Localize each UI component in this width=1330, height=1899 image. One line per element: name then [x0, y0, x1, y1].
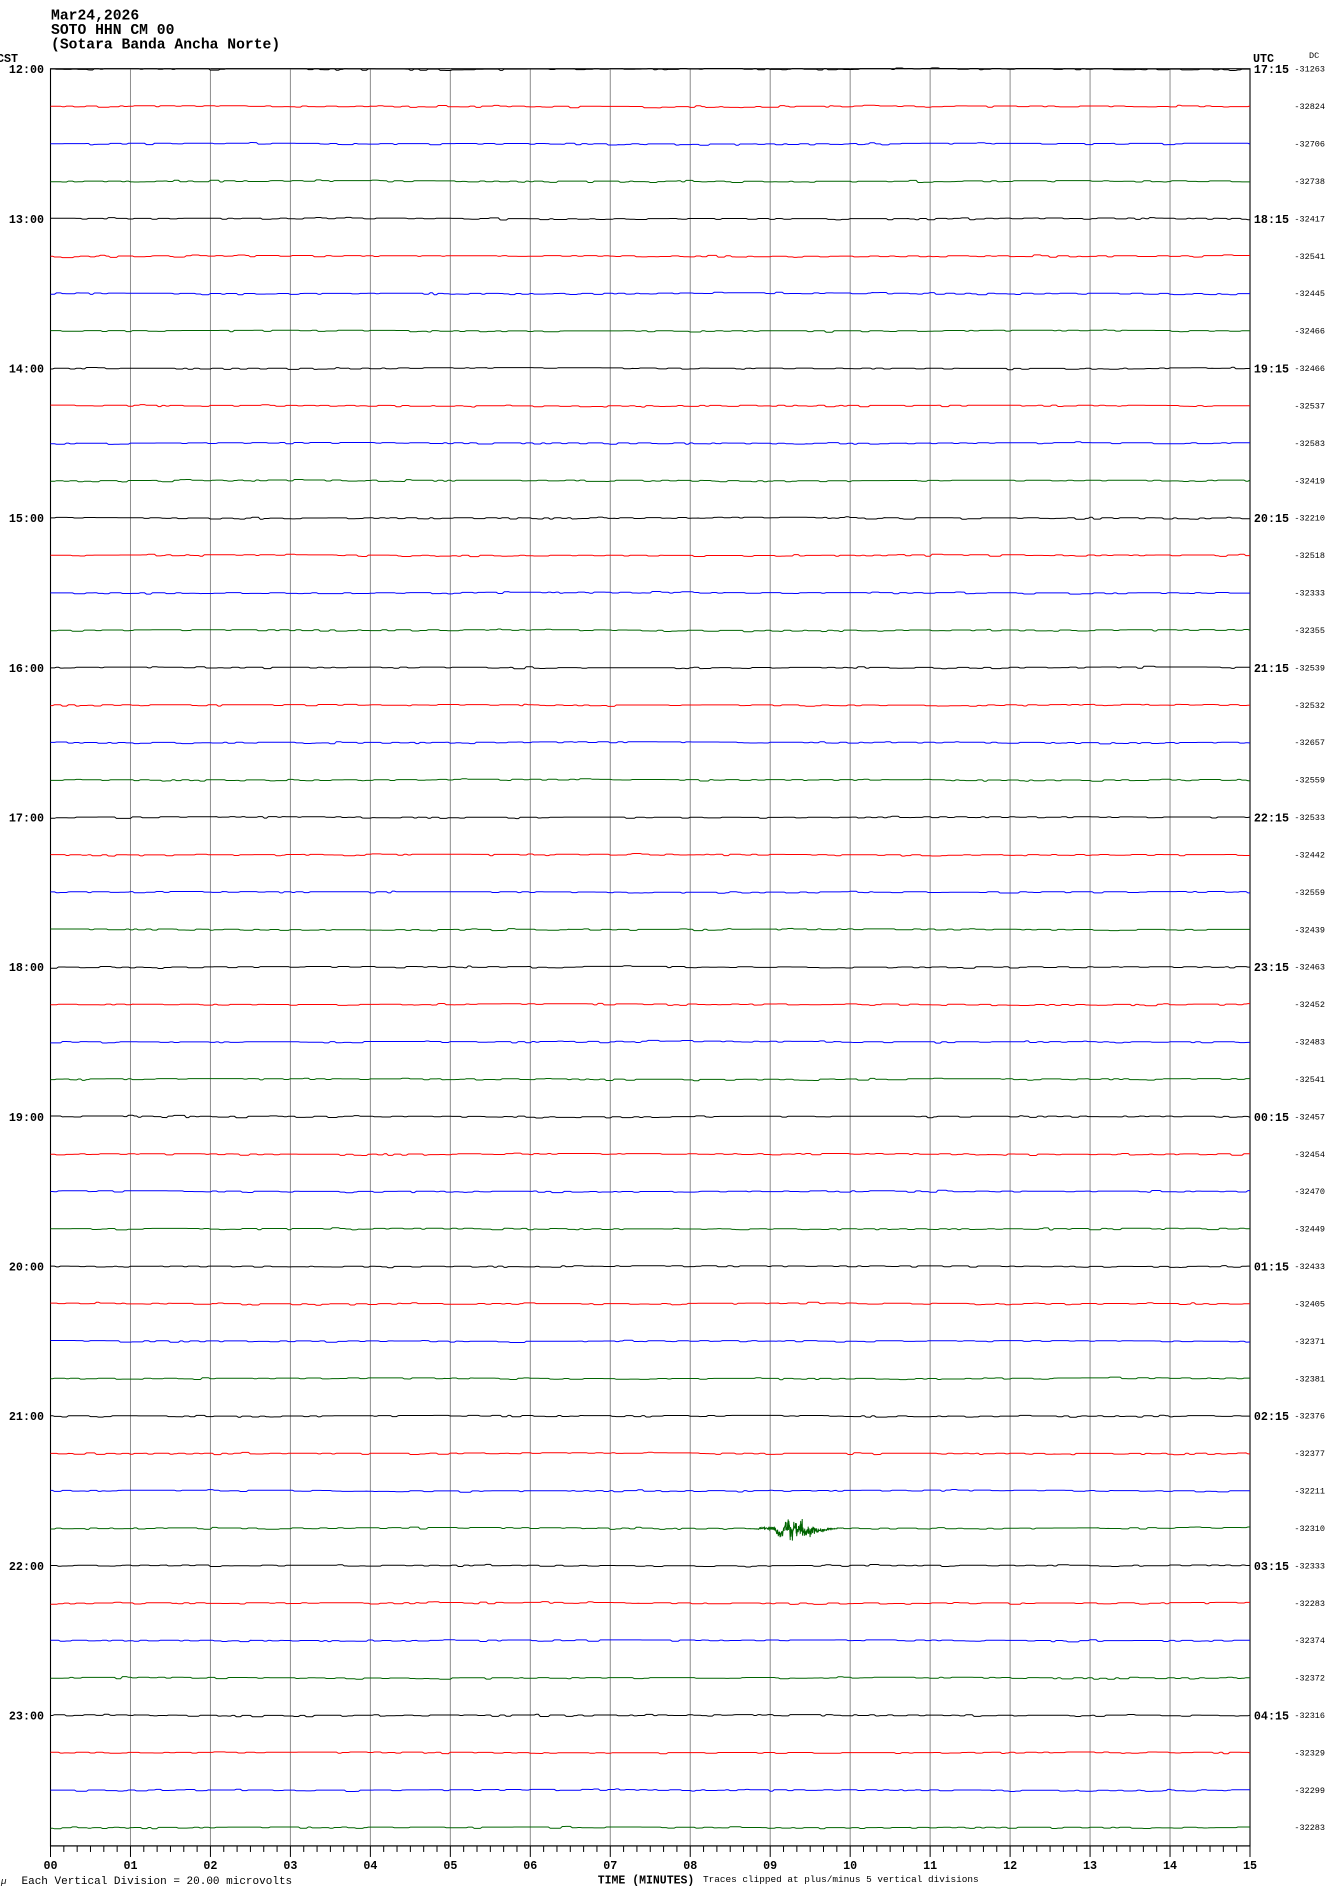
svg-text:04: 04 — [363, 1859, 377, 1873]
svg-text:23:15: 23:15 — [1254, 961, 1289, 975]
svg-text:13: 13 — [1083, 1859, 1097, 1873]
svg-text:09: 09 — [763, 1859, 777, 1873]
svg-text:13:00: 13:00 — [9, 213, 44, 227]
svg-text:-32329: -32329 — [1294, 1748, 1325, 1758]
svg-text:-32449: -32449 — [1294, 1225, 1325, 1235]
svg-text:15: 15 — [1243, 1859, 1257, 1873]
svg-text:-32372: -32372 — [1294, 1674, 1325, 1684]
svg-text:14: 14 — [1163, 1859, 1177, 1873]
svg-text:-32539: -32539 — [1294, 663, 1325, 673]
svg-text:-32417: -32417 — [1294, 214, 1325, 224]
svg-text:02:15: 02:15 — [1254, 1410, 1289, 1424]
svg-text:-32405: -32405 — [1294, 1299, 1325, 1309]
svg-text:-32376: -32376 — [1294, 1412, 1325, 1422]
svg-text:-32457: -32457 — [1294, 1112, 1325, 1122]
svg-text:-32559: -32559 — [1294, 776, 1325, 786]
svg-text:DC: DC — [1309, 51, 1319, 61]
svg-text:-32466: -32466 — [1294, 364, 1325, 374]
svg-text:-32377: -32377 — [1294, 1449, 1325, 1459]
svg-text:-32537: -32537 — [1294, 402, 1325, 412]
svg-text:02: 02 — [203, 1859, 217, 1873]
svg-text:-31263: -31263 — [1294, 65, 1325, 75]
svg-text:-32381: -32381 — [1294, 1374, 1325, 1384]
svg-text:17:15: 17:15 — [1254, 63, 1289, 77]
svg-text:07: 07 — [603, 1859, 617, 1873]
svg-text:11: 11 — [923, 1859, 937, 1873]
svg-text:10: 10 — [843, 1859, 857, 1873]
svg-text:µ: µ — [0, 1877, 7, 1887]
svg-text:23:00: 23:00 — [9, 1710, 44, 1724]
svg-text:06: 06 — [523, 1859, 537, 1873]
svg-text:00: 00 — [43, 1859, 57, 1873]
svg-text:-32210: -32210 — [1294, 514, 1325, 524]
svg-text:-32371: -32371 — [1294, 1337, 1325, 1347]
svg-text:20:00: 20:00 — [9, 1261, 44, 1275]
svg-text:-32442: -32442 — [1294, 851, 1325, 861]
svg-text:-32333: -32333 — [1294, 589, 1325, 599]
svg-text:15:00: 15:00 — [9, 512, 44, 526]
svg-text:-32310: -32310 — [1294, 1524, 1325, 1534]
svg-text:21:00: 21:00 — [9, 1410, 44, 1424]
svg-text:-32541: -32541 — [1294, 1075, 1325, 1085]
svg-text:-32283: -32283 — [1294, 1823, 1325, 1833]
svg-text:03: 03 — [283, 1859, 297, 1873]
svg-text:-32299: -32299 — [1294, 1786, 1325, 1796]
svg-text:-32445: -32445 — [1294, 289, 1325, 299]
svg-text:17:00: 17:00 — [9, 812, 44, 826]
svg-text:03:15: 03:15 — [1254, 1560, 1289, 1574]
svg-text:Traces clipped at plus/minus 5: Traces clipped at plus/minus 5 vertical … — [703, 1874, 979, 1885]
svg-text:19:00: 19:00 — [9, 1111, 44, 1125]
svg-text:-32283: -32283 — [1294, 1599, 1325, 1609]
svg-text:04:15: 04:15 — [1254, 1710, 1289, 1724]
svg-text:18:00: 18:00 — [9, 961, 44, 975]
svg-text:-32454: -32454 — [1294, 1150, 1325, 1160]
svg-text:-32824: -32824 — [1294, 102, 1325, 112]
svg-text:-32657: -32657 — [1294, 738, 1325, 748]
svg-text:01: 01 — [123, 1859, 137, 1873]
svg-text:22:15: 22:15 — [1254, 812, 1289, 826]
svg-text:-32518: -32518 — [1294, 551, 1325, 561]
svg-text:-32483: -32483 — [1294, 1038, 1325, 1048]
svg-text:00:15: 00:15 — [1254, 1111, 1289, 1125]
svg-text:20:15: 20:15 — [1254, 512, 1289, 526]
svg-text:-32439: -32439 — [1294, 925, 1325, 935]
svg-text:-32316: -32316 — [1294, 1711, 1325, 1721]
svg-text:16:00: 16:00 — [9, 662, 44, 676]
svg-text:14:00: 14:00 — [9, 363, 44, 377]
svg-text:12:00: 12:00 — [9, 63, 44, 77]
svg-text:-32419: -32419 — [1294, 476, 1325, 486]
svg-text:22:00: 22:00 — [9, 1560, 44, 1574]
svg-text:-32533: -32533 — [1294, 813, 1325, 823]
svg-text:(Sotara Banda Ancha Norte): (Sotara Banda Ancha Norte) — [51, 38, 280, 54]
svg-text:-32583: -32583 — [1294, 439, 1325, 449]
svg-text:05: 05 — [443, 1859, 457, 1873]
svg-text:-32452: -32452 — [1294, 1000, 1325, 1010]
svg-text:-32466: -32466 — [1294, 327, 1325, 337]
svg-text:-32470: -32470 — [1294, 1187, 1325, 1197]
svg-text:-32738: -32738 — [1294, 177, 1325, 187]
svg-text:19:15: 19:15 — [1254, 363, 1289, 377]
svg-text:-32433: -32433 — [1294, 1262, 1325, 1272]
svg-text:08: 08 — [683, 1859, 697, 1873]
svg-text:-32559: -32559 — [1294, 888, 1325, 898]
svg-text:18:15: 18:15 — [1254, 213, 1289, 227]
svg-text:-32355: -32355 — [1294, 626, 1325, 636]
svg-text:TIME (MINUTES): TIME (MINUTES) — [598, 1875, 695, 1888]
svg-text:-32541: -32541 — [1294, 252, 1325, 262]
svg-text:01:15: 01:15 — [1254, 1261, 1289, 1275]
svg-text:Each Vertical Division = 20: Each Vertical Division = 20.00 microvolt… — [22, 1876, 293, 1888]
svg-text:21:15: 21:15 — [1254, 662, 1289, 676]
svg-text:-32463: -32463 — [1294, 963, 1325, 973]
svg-text:-32374: -32374 — [1294, 1636, 1325, 1646]
svg-text:-32706: -32706 — [1294, 140, 1325, 150]
svg-text:12: 12 — [1003, 1859, 1017, 1873]
svg-text:-32532: -32532 — [1294, 701, 1325, 711]
svg-text:-32333: -32333 — [1294, 1561, 1325, 1571]
svg-text:-32211: -32211 — [1294, 1487, 1325, 1497]
